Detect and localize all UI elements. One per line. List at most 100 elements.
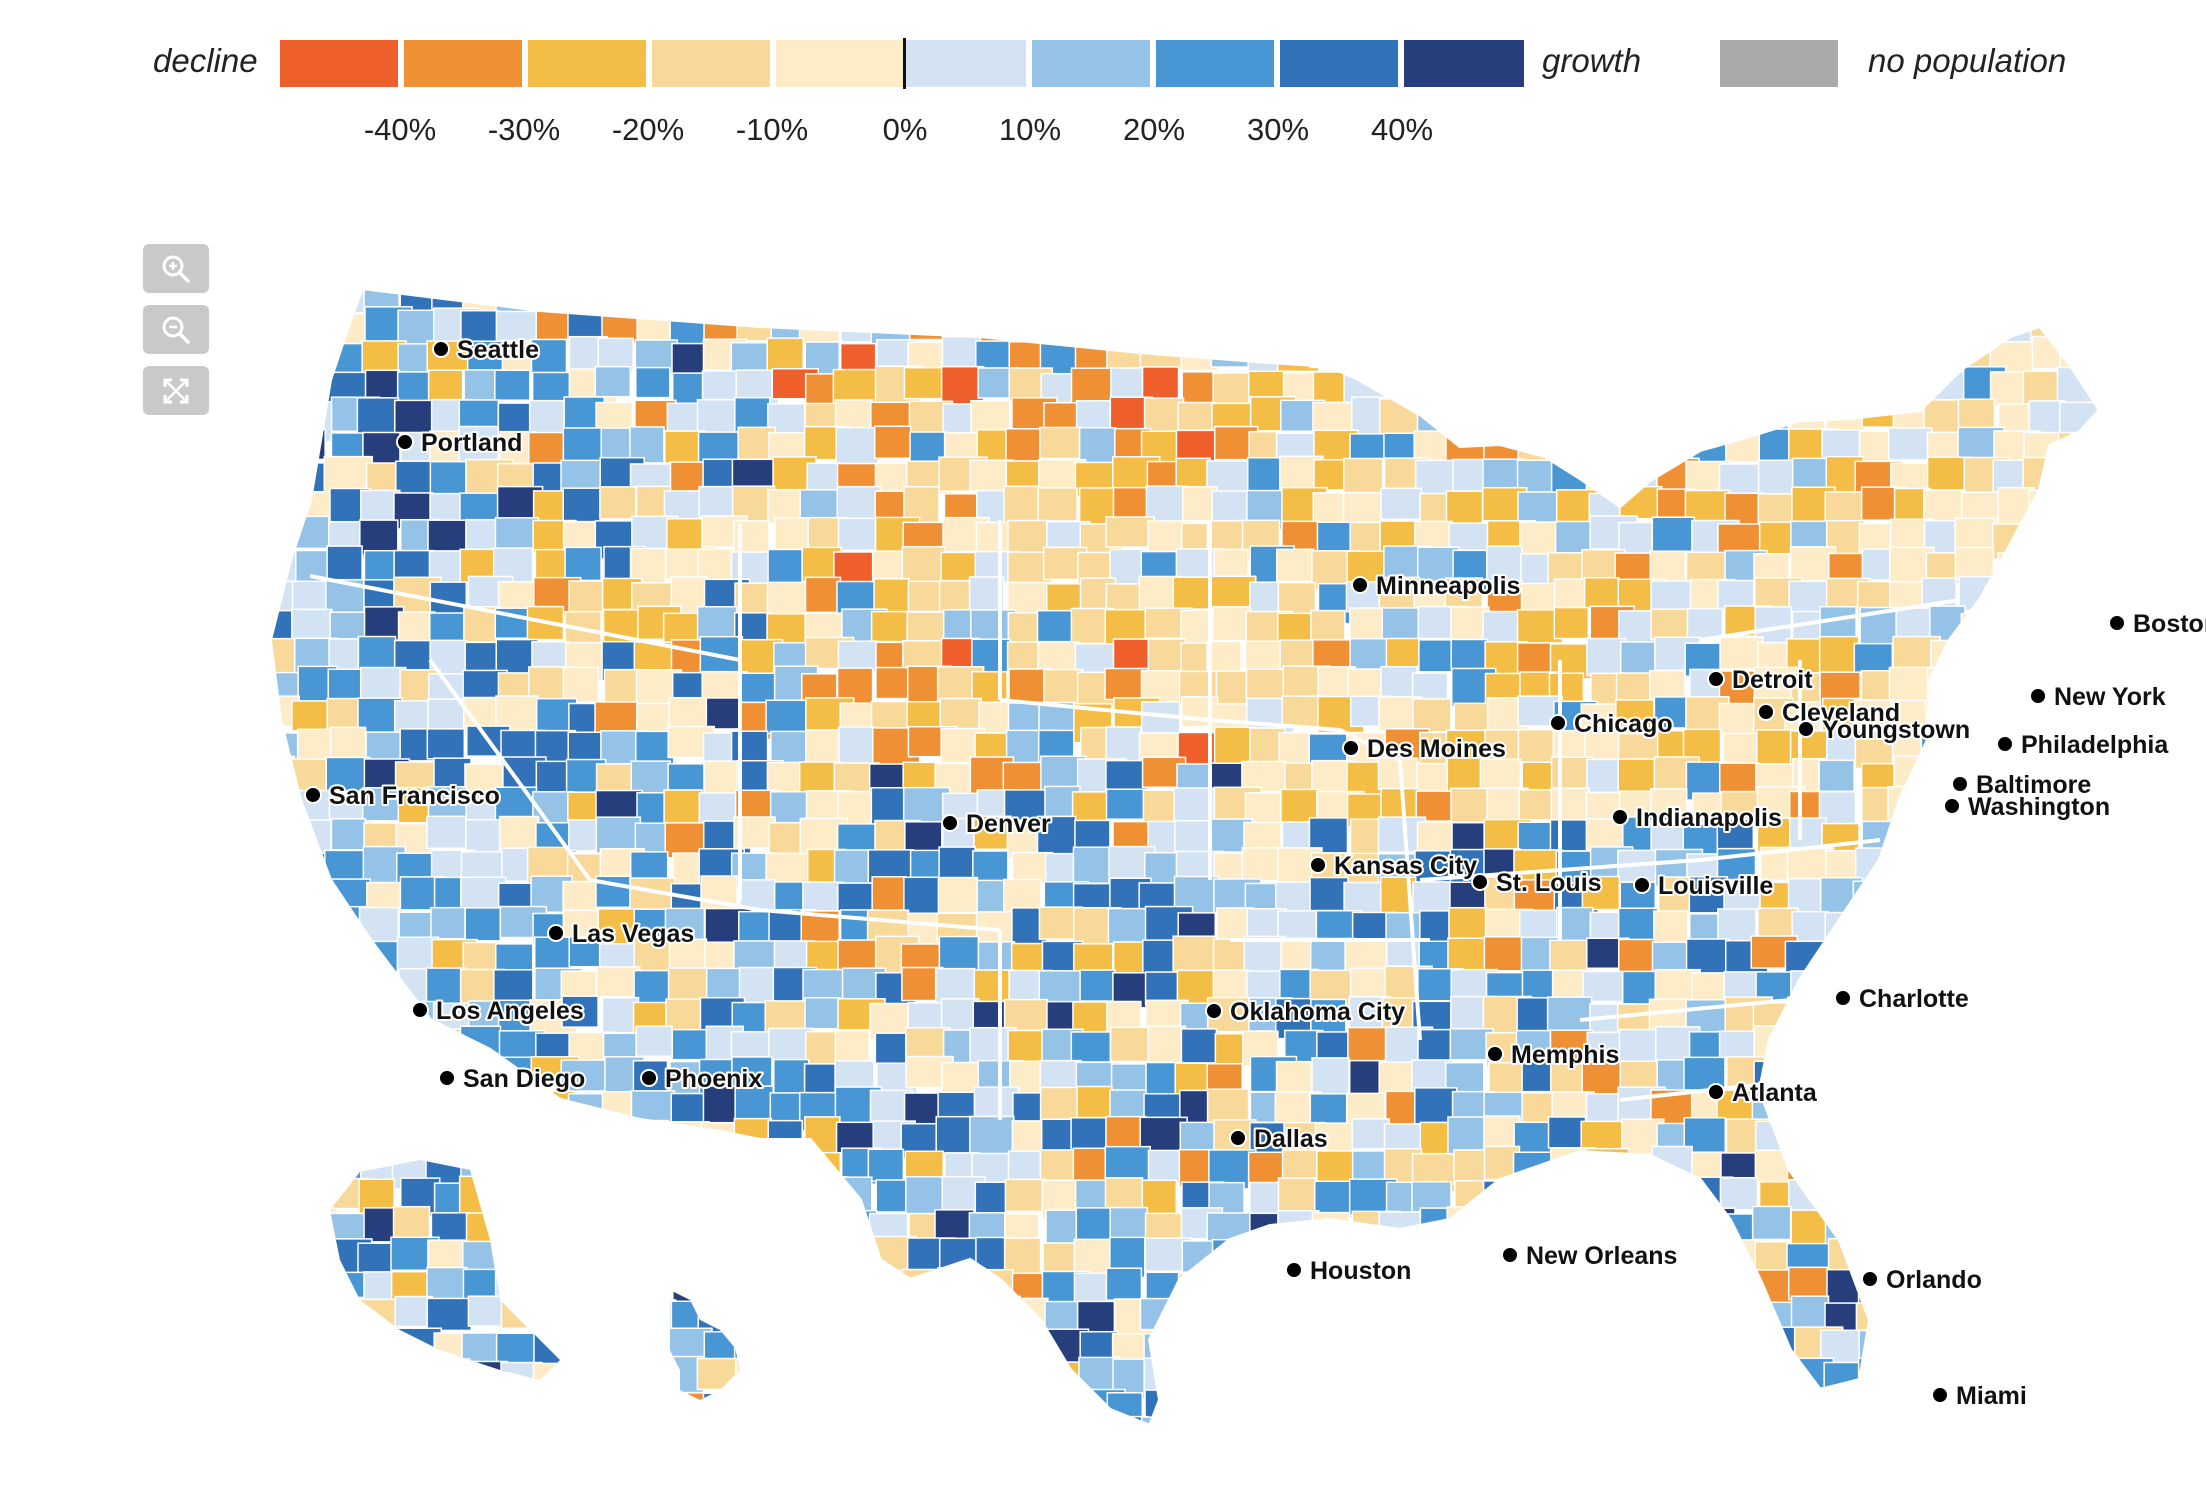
county-region[interactable] [903, 876, 940, 915]
county-region[interactable] [1617, 1386, 1662, 1424]
county-region[interactable] [871, 876, 907, 912]
county-region[interactable] [1518, 1391, 1557, 1429]
county-region[interactable] [1173, 787, 1215, 825]
county-region[interactable] [1721, 307, 1767, 347]
county-region[interactable] [1485, 342, 1525, 385]
county-region[interactable] [1582, 1265, 1622, 1298]
county-region[interactable] [2090, 820, 2127, 861]
county-region[interactable] [2024, 999, 2072, 1036]
county-region[interactable] [1554, 431, 1602, 468]
county-region[interactable] [1181, 1330, 1220, 1372]
county-region[interactable] [2030, 1121, 2069, 1157]
county-region[interactable] [265, 1063, 301, 1095]
county-region[interactable] [2028, 1085, 2078, 1121]
county-region[interactable] [296, 728, 333, 762]
county-region[interactable] [288, 1056, 332, 1090]
county-region[interactable] [1759, 370, 1805, 409]
county-region[interactable] [2093, 1420, 2137, 1456]
county-region[interactable] [1719, 1176, 1759, 1211]
county-region[interactable] [1039, 426, 1085, 460]
county-region[interactable] [1718, 365, 1766, 402]
county-region[interactable] [1886, 1296, 1930, 1331]
county-region[interactable] [429, 1117, 470, 1153]
county-region[interactable] [1927, 846, 1973, 878]
county-region[interactable] [936, 1359, 983, 1395]
county-region[interactable] [766, 1207, 815, 1245]
county-region[interactable] [325, 1032, 370, 1072]
county-region[interactable] [2092, 1121, 2133, 1154]
county-region[interactable] [1309, 1362, 1355, 1395]
county-region[interactable] [357, 971, 399, 1005]
county-region[interactable] [291, 700, 332, 732]
county-region[interactable] [663, 789, 703, 826]
county-region[interactable] [1385, 1358, 1426, 1394]
county-region[interactable] [769, 1418, 810, 1451]
county-region[interactable] [502, 1417, 552, 1449]
county-region[interactable] [666, 1392, 711, 1432]
county-region[interactable] [1074, 1415, 1111, 1450]
county-region[interactable] [1752, 310, 1797, 351]
county-region[interactable] [1582, 281, 1625, 314]
county-region[interactable] [1554, 365, 1600, 401]
county-region[interactable] [939, 1386, 983, 1422]
county-region[interactable] [937, 1266, 985, 1304]
county-region[interactable] [773, 1058, 810, 1096]
county-region[interactable] [2056, 489, 2101, 525]
county-region[interactable] [903, 1357, 940, 1397]
county-region[interactable] [1723, 1326, 1762, 1361]
county-region[interactable] [1445, 1332, 1484, 1374]
county-region[interactable] [2029, 1238, 2077, 1274]
county-region[interactable] [1140, 281, 1177, 320]
county-region[interactable] [1751, 1205, 1792, 1241]
county-region[interactable] [1147, 638, 1187, 674]
county-region[interactable] [1954, 276, 1996, 308]
county-region[interactable] [1690, 1361, 1728, 1394]
county-region[interactable] [804, 1116, 841, 1157]
county-region[interactable] [1685, 1386, 1735, 1425]
county-region[interactable] [1718, 762, 1761, 795]
county-region[interactable] [265, 308, 307, 351]
county-region[interactable] [1957, 1063, 2003, 1100]
county-region[interactable] [527, 1090, 575, 1128]
county-region[interactable] [2028, 636, 2067, 677]
county-region[interactable] [1614, 309, 1661, 348]
county-region[interactable] [1519, 1271, 1567, 1308]
county-region[interactable] [1245, 1300, 1290, 1339]
county-region[interactable] [262, 1266, 303, 1305]
county-region[interactable] [1343, 1296, 1393, 1338]
county-region[interactable] [260, 1355, 303, 1389]
county-region[interactable] [1582, 1299, 1626, 1335]
county-region[interactable] [1178, 1358, 1226, 1395]
county-region[interactable] [356, 397, 400, 436]
county-region[interactable] [1961, 845, 2006, 885]
county-region[interactable] [1686, 309, 1733, 347]
county-region[interactable] [561, 1149, 602, 1182]
county-region[interactable] [596, 1211, 643, 1246]
county-region[interactable] [906, 1296, 956, 1334]
county-region[interactable] [322, 1415, 362, 1449]
county-region[interactable] [837, 1360, 875, 1402]
county-region[interactable] [1925, 1151, 1963, 1193]
county-region[interactable] [1954, 882, 1994, 918]
county-region[interactable] [594, 365, 632, 398]
county-region[interactable] [1654, 339, 1703, 381]
county-region[interactable] [2031, 969, 2069, 1002]
county-region[interactable] [2098, 398, 2138, 439]
county-region[interactable] [1072, 1001, 1113, 1034]
county-region[interactable] [258, 1390, 302, 1422]
county-region[interactable] [1788, 817, 1827, 850]
county-region[interactable] [567, 1387, 609, 1426]
county-region[interactable] [804, 576, 842, 614]
county-region[interactable] [1959, 1145, 1998, 1179]
county-region[interactable] [2024, 1056, 2068, 1096]
county-region[interactable] [1446, 1267, 1490, 1307]
county-region[interactable] [1954, 1329, 2002, 1365]
county-region[interactable] [837, 517, 877, 552]
county-region[interactable] [1216, 1421, 1265, 1457]
county-region[interactable] [2030, 1390, 2077, 1426]
county-region[interactable] [599, 1175, 644, 1211]
county-region[interactable] [2025, 1266, 2071, 1308]
county-region[interactable] [976, 1385, 1018, 1421]
county-region[interactable] [563, 1117, 601, 1155]
county-region[interactable] [632, 1239, 671, 1272]
